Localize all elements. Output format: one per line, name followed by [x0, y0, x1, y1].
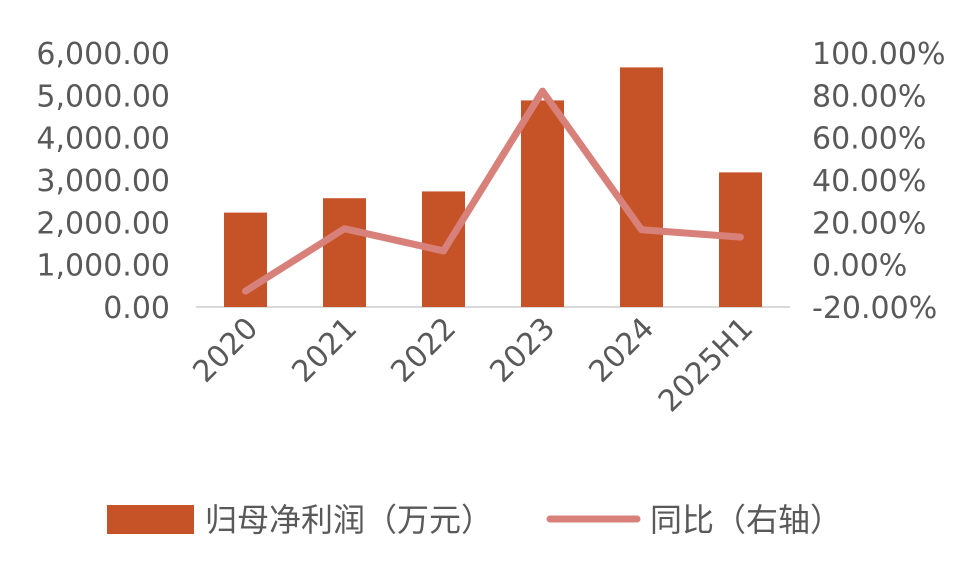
bar-series: [224, 67, 762, 307]
right-tick-label: -20.00%: [812, 291, 937, 326]
right-tick-label: 80.00%: [812, 79, 926, 114]
legend-line-label: 同比（右轴）: [650, 501, 842, 539]
category-label-2020: 2020: [186, 311, 265, 390]
right-tick-label: 100.00%: [812, 37, 945, 72]
left-tick-label: 0.00: [103, 291, 170, 326]
left-axis-ticks: 0.00 1,000.00 2,000.00 3,000.00 4,000.00 5,00…: [36, 37, 170, 326]
bar-2023: [521, 100, 564, 307]
left-tick-label: 4,000.00: [36, 122, 170, 157]
right-tick-label: 40.00%: [812, 164, 926, 199]
right-tick-label: 60.00%: [812, 122, 926, 157]
right-tick-label: 20.00%: [812, 206, 926, 241]
category-label-2024: 2024: [582, 311, 661, 390]
bar-2021: [323, 198, 366, 307]
left-tick-label: 2,000.00: [36, 206, 170, 241]
right-tick-label: 0.00%: [812, 249, 907, 284]
left-tick-label: 1,000.00: [36, 249, 170, 284]
left-tick-label: 3,000.00: [36, 164, 170, 199]
category-label-2022: 2022: [384, 311, 463, 390]
right-axis-ticks: -20.00% 0.00% 20.00% 40.00% 60.00% 80.00% 100.…: [812, 37, 945, 326]
legend-bar-swatch: [107, 505, 194, 534]
line-series: [242, 87, 744, 295]
category-label-2023: 2023: [483, 311, 562, 390]
category-label-2025H1: 2025H1: [652, 311, 760, 419]
category-label-2021: 2021: [285, 311, 364, 390]
legend-bar-label: 归母净利润（万元）: [205, 501, 493, 539]
bar-2024: [620, 67, 663, 307]
legend: 归母净利润（万元） 同比（右轴）: [107, 501, 842, 539]
yoy-line: [242, 87, 744, 295]
left-tick-label: 6,000.00: [36, 37, 170, 72]
left-tick-label: 5,000.00: [36, 79, 170, 114]
